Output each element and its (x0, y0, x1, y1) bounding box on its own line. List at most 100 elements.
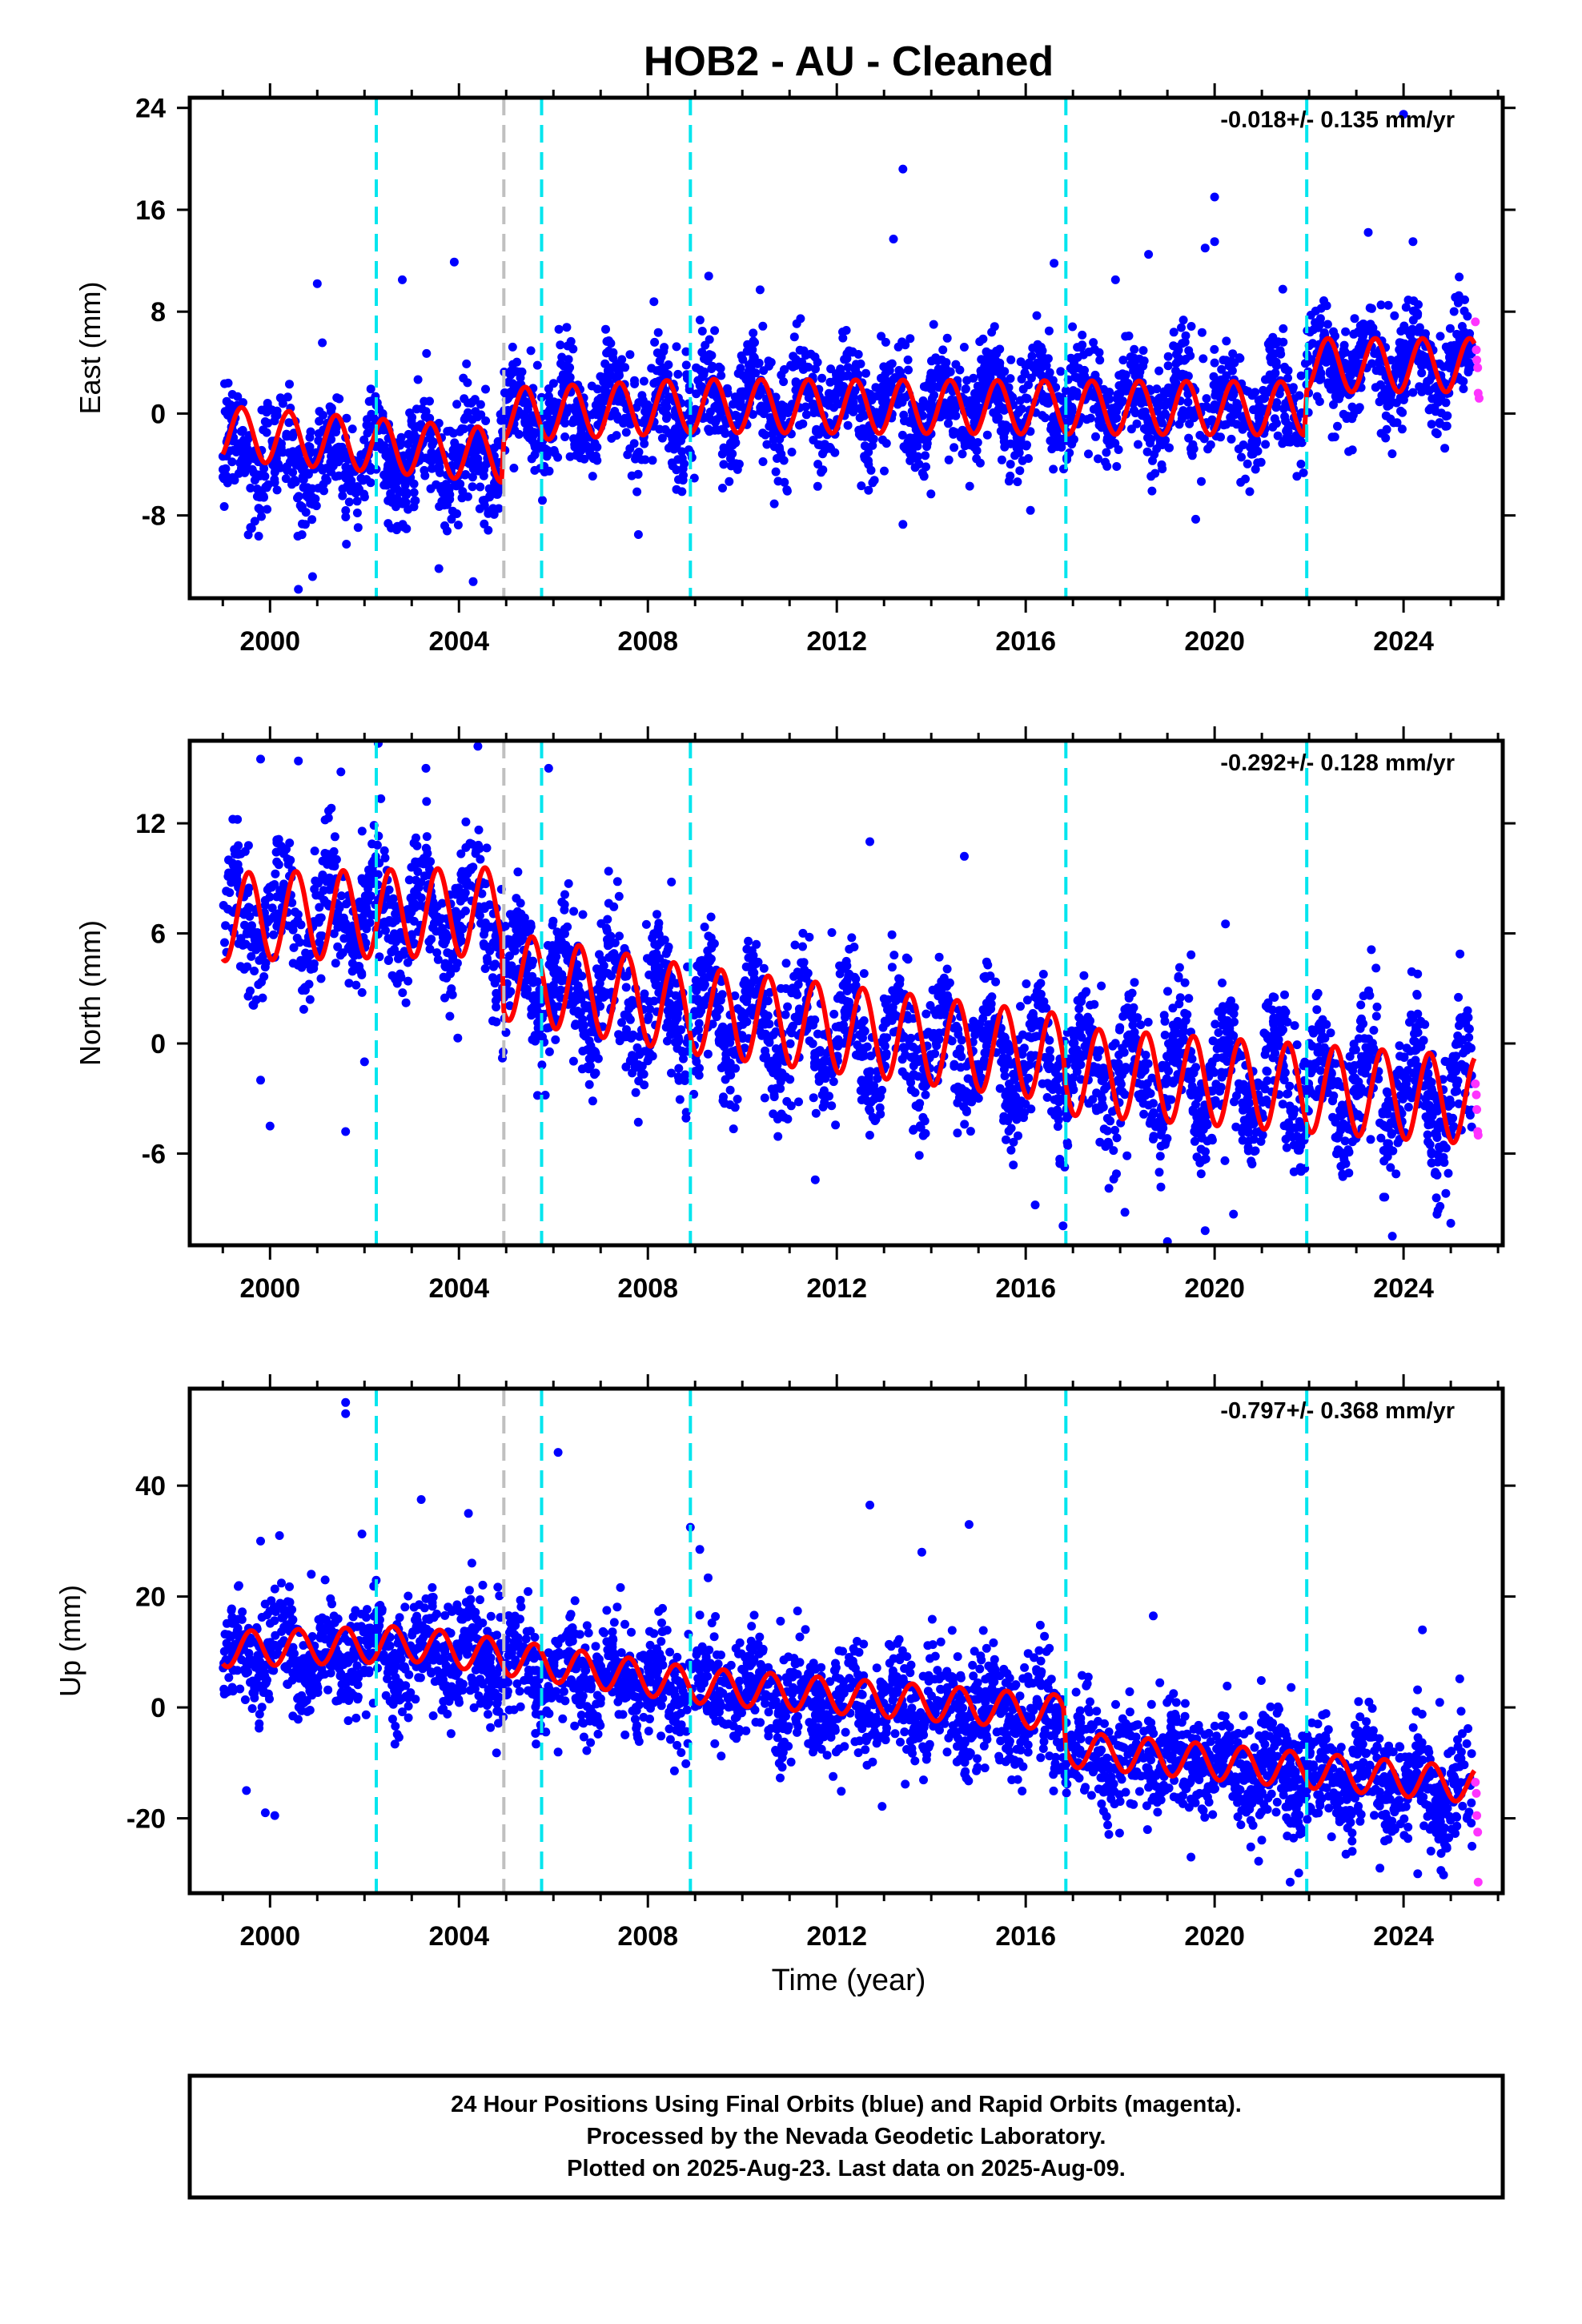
data-point (856, 359, 865, 368)
data-point (967, 410, 977, 420)
data-point (976, 366, 986, 376)
data-point (1408, 388, 1418, 397)
data-point (601, 324, 610, 334)
data-point (766, 358, 776, 367)
data-point (1390, 311, 1399, 320)
data-point (1020, 368, 1030, 377)
data-point (270, 468, 279, 477)
data-point (792, 319, 801, 328)
data-point (422, 348, 432, 358)
data-point (855, 413, 865, 423)
data-point (452, 481, 461, 491)
data-point (564, 355, 573, 364)
data-point (1111, 407, 1121, 416)
data-point (277, 439, 286, 448)
data-point (272, 406, 282, 416)
data-point (1397, 424, 1407, 434)
data-point (546, 415, 556, 424)
data-point (633, 1117, 643, 1127)
data-point (1150, 468, 1160, 478)
data-point (1040, 413, 1050, 423)
data-point (259, 425, 268, 435)
data-point (1230, 410, 1239, 420)
data-point (538, 496, 547, 505)
data-point (934, 381, 944, 391)
data-point (1022, 979, 1031, 988)
data-point (1210, 344, 1219, 354)
data-point (1292, 472, 1302, 481)
data-point (1006, 423, 1014, 432)
data-point (973, 438, 982, 447)
data-point (1163, 352, 1173, 361)
data-point (1124, 993, 1134, 1003)
data-point (843, 420, 853, 430)
data-point (825, 377, 835, 387)
data-point (1116, 388, 1126, 397)
data-point (1183, 397, 1193, 407)
data-point (983, 357, 993, 367)
data-point (366, 384, 375, 394)
data-point (1037, 351, 1046, 360)
data-point (314, 436, 323, 445)
data-point (270, 475, 279, 485)
data-point (1283, 373, 1292, 383)
data-point (1316, 304, 1326, 313)
data-point (655, 356, 665, 366)
data-point (733, 1095, 742, 1104)
data-point (733, 464, 742, 474)
data-point (1154, 394, 1163, 404)
data-point (341, 513, 351, 521)
data-point (860, 441, 869, 451)
data-point (710, 326, 720, 336)
data-point (246, 523, 255, 533)
data-point (1329, 364, 1339, 373)
data-point (1227, 357, 1237, 366)
data-point (1126, 424, 1136, 434)
data-point (1228, 349, 1238, 359)
data-point (1169, 328, 1178, 337)
data-point (1219, 356, 1228, 365)
data-point (827, 928, 837, 937)
data-point (344, 497, 354, 507)
data-point (1443, 1168, 1453, 1178)
data-point (293, 532, 303, 541)
data-point (1039, 360, 1049, 370)
data-point (1089, 338, 1098, 348)
data-point (632, 487, 642, 497)
data-point (1121, 332, 1130, 341)
data-point (443, 948, 452, 958)
data-point (1056, 434, 1065, 444)
data-point (219, 502, 229, 511)
data-point (250, 517, 259, 526)
data-point (1441, 398, 1451, 408)
data-point (326, 467, 335, 476)
data-point (1104, 434, 1114, 444)
data-point (1026, 360, 1035, 370)
data-point (878, 404, 888, 413)
data-point (818, 449, 827, 459)
data-point (562, 323, 572, 332)
data-point (1146, 424, 1156, 433)
data-point (948, 427, 958, 436)
data-point (468, 577, 478, 586)
data-point (1371, 1011, 1381, 1021)
data-point (434, 564, 444, 573)
data-point (1273, 431, 1283, 440)
data-point (1239, 419, 1249, 428)
data-point (590, 439, 600, 448)
data-point (854, 425, 864, 435)
data-point (847, 933, 857, 943)
data-point (660, 400, 669, 409)
data-point (428, 440, 437, 450)
data-point (1408, 237, 1418, 247)
data-point (1078, 367, 1088, 376)
data-point (1195, 431, 1205, 440)
data-point (897, 392, 906, 402)
data-point (1260, 393, 1270, 403)
data-point (1369, 1026, 1379, 1035)
data-point (560, 890, 569, 899)
data-point (1155, 1152, 1165, 1161)
data-point (352, 497, 362, 506)
data-point (409, 488, 419, 497)
data-point (704, 271, 713, 281)
